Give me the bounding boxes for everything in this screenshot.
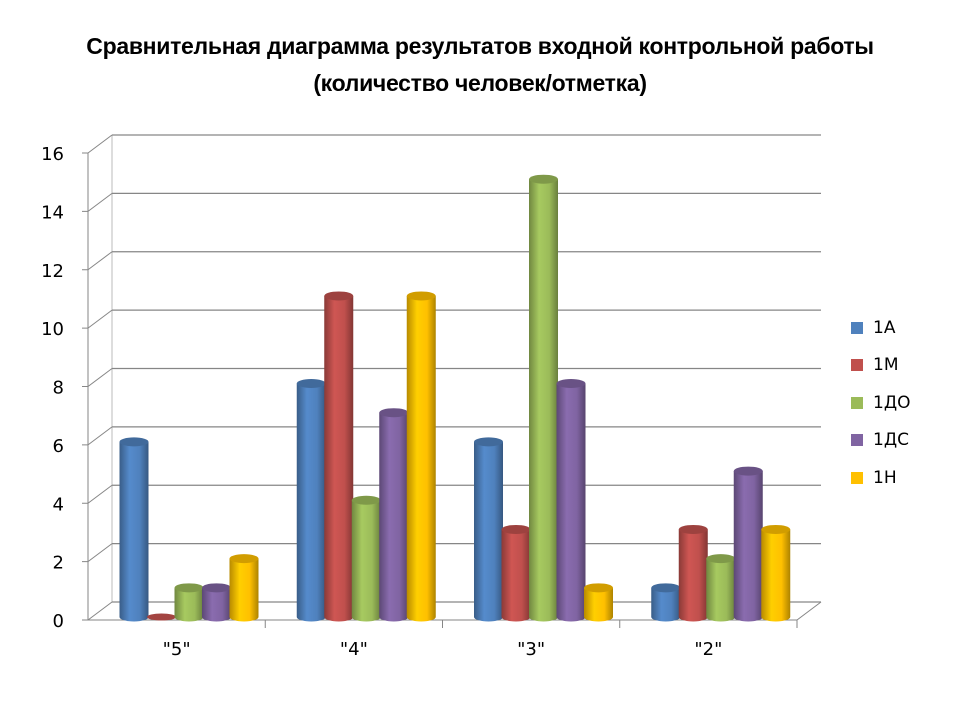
y-tick-label: 8 [53,378,64,399]
legend-swatch-icon [851,471,863,484]
bar-1А-0 [119,437,149,622]
legend-item: 1М [851,347,910,385]
chart-title-line-2: (количество человек/отметка) [313,70,647,96]
x-tick-label: "4" [340,639,368,660]
legend-item: 1ДО [851,384,910,422]
y-tick-label: 6 [53,436,64,457]
y-axis-ticks: 0 2 4 6 8 10 12 14 16 [41,144,64,632]
bar-1Н-2 [584,583,613,622]
chart-legend: 1А 1М 1ДО 1ДС 1Н [851,309,910,497]
y-tick-label: 2 [53,553,64,574]
bar-1М-3 [678,524,708,622]
y-tick-label: 0 [53,611,64,632]
bar-1ДО-0 [174,583,204,622]
x-axis-labels: "5" "4" "3" "2" [163,639,723,660]
legend-label: 1ДС [873,430,909,451]
x-tick-label: "3" [517,639,545,660]
legend-label: 1ДО [873,392,911,413]
legend-item: 1А [851,309,910,347]
bar-1М-0 [147,613,176,621]
bar-1М-1 [324,291,354,622]
y-tick-label: 10 [41,319,64,340]
bar-1А-1 [296,379,326,622]
legend-label: 1М [873,355,899,376]
chart-title-line-1: Сравнительная диаграмма результатов вход… [86,33,874,59]
bar-1Н-1 [406,291,436,622]
bar-1ДС-0 [202,583,231,622]
bar-1ДО-3 [706,554,736,622]
y-tick-label: 4 [53,494,64,515]
chart-walls [82,134,822,628]
bar-1А-2 [474,437,503,622]
legend-item: 1Н [851,459,910,497]
x-tick-label: "2" [694,639,722,660]
bar-1М-2 [501,524,531,622]
legend-label: 1А [873,317,896,338]
bar-1ДС-2 [556,379,586,622]
y-tick-label: 16 [41,144,64,165]
legend-swatch-icon [851,434,863,447]
legend-label: 1Н [873,467,897,488]
bar-1Н-0 [229,554,259,622]
y-tick-label: 12 [41,261,64,282]
x-tick-label: "5" [163,639,191,660]
bar-1А-3 [651,583,681,622]
legend-swatch-icon [851,396,863,409]
legend-swatch-icon [851,359,863,372]
bar-1ДС-3 [733,466,763,622]
chart-bars [119,174,791,622]
bar-1ДО-2 [529,174,558,622]
legend-swatch-icon [851,321,863,334]
bar-1Н-3 [761,524,791,622]
bar-1ДС-1 [379,408,409,622]
chart-title: Сравнительная диаграмма результатов вход… [0,28,960,102]
y-tick-label: 14 [41,202,64,223]
bar-1ДО-1 [351,495,381,622]
legend-item: 1ДС [851,422,910,460]
